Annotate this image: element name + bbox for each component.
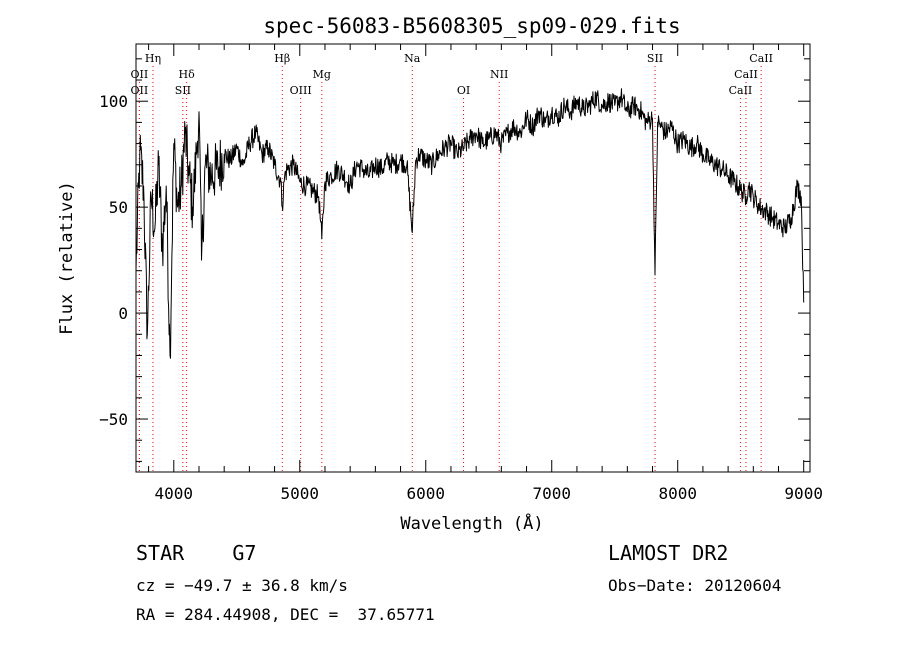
series-layer — [135, 88, 805, 359]
survey-name: LAMOST DR2 — [608, 541, 729, 565]
y-axis-label: Flux (relative) — [57, 181, 77, 335]
marker-label-0: Hη — [145, 52, 161, 65]
chart-title: spec-56083-B5608305_sp09-029.fits — [263, 14, 680, 38]
spectrum-line-0 — [135, 88, 805, 359]
marker-label-2: OII — [131, 84, 149, 97]
x-axis-label: Wavelength (Å) — [400, 512, 543, 534]
marker-label-8: Na — [404, 52, 421, 65]
marker-label-13: CaII — [734, 68, 758, 81]
x-tick-label-3: 7000 — [532, 484, 571, 503]
marker-label-4: SII — [175, 84, 191, 97]
plot-frame — [135, 43, 811, 473]
y-tick-label-0: −50 — [99, 410, 128, 429]
observation-date: Obs−Date: 20120604 — [608, 576, 782, 595]
x-tick-label-5: 9000 — [784, 484, 823, 503]
x-tick-label-4: 8000 — [658, 484, 697, 503]
marker-label-5: Hβ — [274, 52, 290, 65]
marker-label-12: CaII — [749, 52, 773, 65]
axis-ticks: 4000 5000 6000 7000 8000 9000 −50 0 50 100 — [99, 44, 823, 503]
y-tick-label-2: 50 — [109, 198, 128, 217]
marker-label-9: NII — [490, 68, 508, 81]
y-tick-label-3: 100 — [99, 92, 128, 111]
marker-label-11: SII — [647, 52, 663, 65]
y-tick-label-1: 0 — [118, 304, 128, 323]
marker-label-10: OI — [457, 84, 470, 97]
marker-label-1: OII — [131, 68, 149, 81]
x-tick-label-1: 5000 — [281, 484, 320, 503]
marker-label-6: Mg — [313, 68, 331, 81]
x-tick-label-0: 4000 — [155, 484, 194, 503]
redshift-velocity: cz = −49.7 ± 36.8 km/s — [136, 576, 348, 595]
x-tick-label-2: 6000 — [406, 484, 445, 503]
marker-label-14: CaII — [729, 84, 753, 97]
marker-label-7: OIII — [290, 84, 312, 97]
object-class: STAR G7 — [136, 541, 257, 565]
coordinates: RA = 284.44908, DEC = 37.65771 — [136, 605, 435, 624]
marker-label-3: Hδ — [179, 68, 196, 81]
